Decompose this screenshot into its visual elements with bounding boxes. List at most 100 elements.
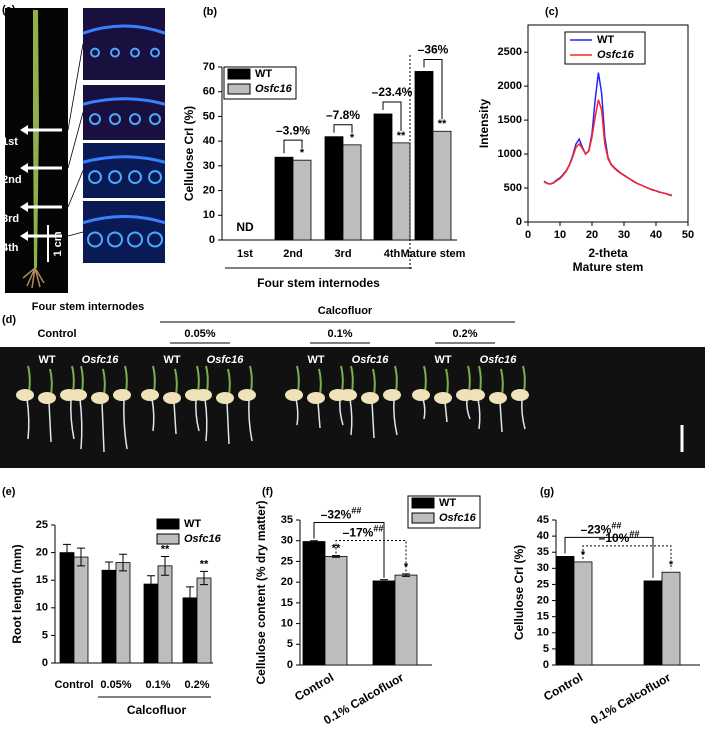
bar (274, 156, 294, 241)
legend-label: Osfc16 (597, 49, 635, 61)
change-label: –7.8% (326, 108, 360, 122)
bar (342, 144, 362, 241)
shoot (27, 365, 31, 393)
shoot (102, 368, 106, 396)
y-tick-label: 10 (537, 627, 549, 639)
x-tick-label: 50 (682, 229, 694, 241)
y-tick-label: 500 (504, 182, 522, 194)
seedling-photo (0, 347, 705, 468)
change-mark: ## (629, 529, 639, 539)
panel-label: (e) (2, 486, 16, 498)
change-mark: ## (611, 521, 621, 531)
shoot (124, 365, 128, 393)
vascular-bundle (130, 47, 140, 58)
y-tick-label: 1500 (498, 114, 522, 126)
significance-label: ** (438, 118, 447, 130)
bar (324, 556, 348, 666)
y-tick-label: 0 (516, 216, 522, 228)
y-tick-label: 60 (203, 86, 215, 98)
photo-caption: Four stem internodes (32, 301, 144, 313)
y-tick-label: 20 (36, 547, 48, 559)
y-tick-label: 15 (281, 597, 293, 609)
seed (163, 392, 181, 404)
legend-swatch (411, 497, 435, 509)
y-tick-label: 20 (203, 184, 215, 196)
x-tick-label: 4th (384, 248, 401, 260)
y-tick-label: 50 (203, 110, 215, 122)
y-tick-label: 35 (537, 546, 549, 558)
shoot (522, 365, 526, 393)
seed (194, 389, 212, 401)
y-tick-label: 15 (36, 574, 48, 586)
tissue (82, 97, 166, 106)
x-axis-label: Four stem internodes (257, 276, 380, 290)
shoot (152, 365, 156, 393)
y-axis-label: Cellulose CrI (%) (512, 545, 526, 640)
legend-box (564, 31, 646, 65)
bar (414, 71, 434, 241)
y-tick-label: 25 (537, 578, 549, 590)
arrow-head (20, 231, 28, 241)
internode-label: 1st (2, 136, 18, 148)
x-tick-label: Control (292, 670, 336, 703)
significance-label: * (300, 147, 305, 159)
vascular-bundle (88, 170, 102, 185)
shoot (467, 365, 471, 393)
genotype-label: Osfc16 (480, 354, 518, 366)
x-tick-label: 0.2% (184, 679, 209, 691)
change-value: –32% (321, 508, 352, 522)
genotype-label: WT (434, 354, 451, 366)
shoot (500, 368, 504, 396)
error-bar (161, 555, 169, 576)
vascular-bundle (128, 170, 142, 185)
legend-swatch (411, 512, 435, 524)
error-bar (332, 555, 340, 558)
seed (38, 392, 56, 404)
change-mark: ## (351, 506, 361, 516)
bar (143, 583, 159, 664)
vascular-bundle (109, 113, 121, 126)
vascular-bundle (148, 170, 162, 185)
root (499, 401, 503, 433)
x-tick-label: Control (541, 670, 585, 703)
vascular-bundle (87, 231, 103, 248)
error-bar (147, 575, 155, 593)
y-tick-label: 2500 (498, 46, 522, 58)
arrow-head (20, 202, 28, 212)
connector (67, 231, 84, 237)
significance-label: ** (200, 558, 209, 570)
x-tick-label: 40 (650, 229, 662, 241)
y-tick-label: 30 (537, 562, 549, 574)
condition-label: 0.2% (452, 328, 477, 340)
bar (555, 556, 575, 666)
y-tick-label: 25 (36, 519, 48, 531)
vascular-bundle (108, 170, 122, 185)
change-label: –23.4% (372, 85, 413, 99)
seed (339, 389, 357, 401)
seed (511, 389, 529, 401)
bar (661, 571, 681, 666)
change-mark: ## (373, 524, 383, 534)
change-label: –10%## (599, 529, 640, 545)
internode-label: 2nd (2, 174, 22, 186)
shoot (196, 365, 200, 393)
root (371, 401, 375, 439)
root (393, 398, 398, 436)
bar (373, 113, 393, 241)
vascular-bundle (110, 47, 120, 58)
bar (394, 574, 418, 666)
genotype-label: Osfc16 (352, 354, 390, 366)
error-bar (310, 540, 318, 543)
shoot (423, 365, 427, 393)
y-tick-label: 5 (42, 629, 48, 641)
y-tick-label: 20 (537, 594, 549, 606)
genotype-label: WT (163, 354, 180, 366)
plot-frame (527, 24, 689, 223)
connector (67, 112, 84, 169)
root (317, 401, 321, 429)
y-tick-label: 5 (287, 638, 293, 650)
x-tick-label: 0.05% (100, 679, 131, 691)
condition-label: Control (37, 328, 76, 340)
seed (69, 389, 87, 401)
genotype-label: WT (307, 354, 324, 366)
